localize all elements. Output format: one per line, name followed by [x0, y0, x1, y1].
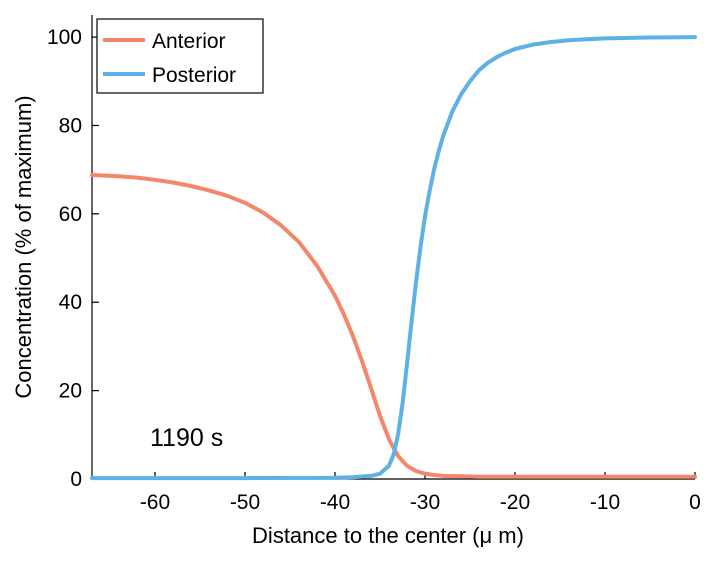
- y-tick-label: 0: [70, 468, 82, 491]
- x-tick-label: -10: [590, 491, 620, 514]
- y-tick-label: 20: [59, 380, 82, 403]
- x-tick-label: -30: [410, 491, 440, 514]
- y-axis-ticks: 0 20 40 60 80 100: [47, 26, 99, 491]
- x-tick-label: -60: [140, 491, 170, 514]
- y-tick-label: 60: [59, 203, 82, 226]
- x-tick-label: -50: [230, 491, 260, 514]
- series-line-anterior: [90, 173, 697, 479]
- legend-label-anterior: Anterior: [152, 30, 226, 53]
- x-tick-label: -40: [320, 491, 350, 514]
- legend-label-posterior: Posterior: [152, 64, 236, 87]
- x-tick-label: -20: [500, 491, 530, 514]
- time-annotation: 1190 s: [150, 424, 223, 452]
- y-axis-title: Concentration (% of maximum): [11, 95, 36, 398]
- y-tick-label: 80: [59, 114, 82, 137]
- x-axis-ticks: -60 -50 -40 -30 -20 -10 0: [140, 472, 701, 514]
- legend: Anterior Posterior: [96, 18, 264, 94]
- x-axis-title: Distance to the center (μ m): [252, 523, 524, 548]
- x-tick-label: 0: [689, 491, 701, 514]
- legend-box: [96, 18, 264, 94]
- y-tick-label: 100: [47, 26, 82, 49]
- y-tick-label: 40: [59, 291, 82, 314]
- series-line-posterior: [90, 35, 697, 481]
- series-layer: [90, 35, 697, 481]
